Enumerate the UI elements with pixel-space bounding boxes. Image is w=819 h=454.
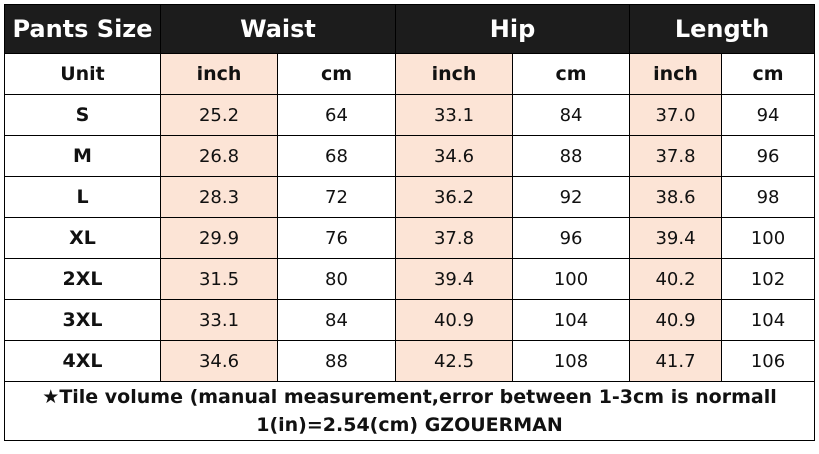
size-label: M xyxy=(4,135,161,177)
header-cell: Pants Size xyxy=(4,4,161,54)
size-label: 2XL xyxy=(4,258,161,300)
measure-cell: 84 xyxy=(512,94,631,136)
size-row: S 25.2 64 33.1 84 37.0 94 xyxy=(4,94,816,136)
measure-cell: 40.9 xyxy=(629,299,723,341)
unit-cell: inch xyxy=(395,53,514,95)
unit-row: Unit inch cm inch cm inch cm xyxy=(4,53,816,95)
header-row: Pants Size Waist Hip Length xyxy=(4,4,816,54)
measure-cell: 25.2 xyxy=(160,94,278,136)
measure-cell: 37.0 xyxy=(629,94,723,136)
measure-cell: 76 xyxy=(276,217,397,259)
measure-cell: 106 xyxy=(721,340,816,382)
size-table: Pants Size Waist Hip Length Unit inch cm inch cm… xyxy=(3,4,816,441)
measure-cell: 96 xyxy=(721,135,816,177)
header-cell: Waist xyxy=(159,4,397,54)
size-label: 4XL xyxy=(4,340,161,382)
measure-cell: 34.6 xyxy=(395,135,514,177)
measure-cell: 34.6 xyxy=(160,340,278,382)
measure-cell: 96 xyxy=(512,217,631,259)
header-cell: Length xyxy=(629,4,816,54)
size-label: 3XL xyxy=(4,299,161,341)
footer-row: ★Tile volume (manual measurement,error b… xyxy=(3,381,816,441)
measure-cell: 108 xyxy=(512,340,631,382)
measure-cell: 100 xyxy=(721,217,816,259)
measure-cell: 40.2 xyxy=(629,258,723,300)
size-row: 3XL 33.1 84 40.9 104 40.9 104 xyxy=(4,299,816,341)
measure-cell: 64 xyxy=(276,94,397,136)
measure-cell: 26.8 xyxy=(160,135,278,177)
measure-cell: 39.4 xyxy=(629,217,723,259)
measure-cell: 88 xyxy=(512,135,631,177)
size-label: L xyxy=(4,176,161,218)
footer-cell: ★Tile volume (manual measurement,error b… xyxy=(3,381,816,441)
measure-cell: 88 xyxy=(276,340,397,382)
unit-cell: inch xyxy=(629,53,723,95)
measure-cell: 33.1 xyxy=(395,94,514,136)
size-row: L 28.3 72 36.2 92 38.6 98 xyxy=(4,176,816,218)
size-row: XL 29.9 76 37.8 96 39.4 100 xyxy=(4,217,816,259)
measure-cell: 31.5 xyxy=(160,258,278,300)
measure-cell: 68 xyxy=(276,135,397,177)
table-body: Pants Size Waist Hip Length Unit inch cm inch cm… xyxy=(3,4,816,441)
measure-cell: 104 xyxy=(721,299,816,341)
unit-cell: Unit xyxy=(4,53,161,95)
measure-cell: 98 xyxy=(721,176,816,218)
measure-cell: 39.4 xyxy=(395,258,514,300)
unit-cell: cm xyxy=(276,53,397,95)
measure-cell: 41.7 xyxy=(629,340,723,382)
measure-cell: 94 xyxy=(721,94,816,136)
unit-cell: cm xyxy=(721,53,816,95)
footer-line: 1(in)=2.54(cm) GZOUERMAN xyxy=(256,414,563,436)
measure-cell: 92 xyxy=(512,176,631,218)
size-row: 4XL 34.6 88 42.5 108 41.7 106 xyxy=(4,340,816,382)
measure-cell: 36.2 xyxy=(395,176,514,218)
measure-cell: 33.1 xyxy=(160,299,278,341)
measure-cell: 28.3 xyxy=(160,176,278,218)
measure-cell: 100 xyxy=(512,258,631,300)
measure-cell: 104 xyxy=(512,299,631,341)
measure-cell: 38.6 xyxy=(629,176,723,218)
measure-cell: 102 xyxy=(721,258,816,300)
size-label: XL xyxy=(4,217,161,259)
measure-cell: 40.9 xyxy=(395,299,514,341)
measure-cell: 37.8 xyxy=(629,135,723,177)
size-row: 2XL 31.5 80 39.4 100 40.2 102 xyxy=(4,258,816,300)
measure-cell: 37.8 xyxy=(395,217,514,259)
measure-cell: 29.9 xyxy=(160,217,278,259)
header-cell: Hip xyxy=(395,4,631,54)
unit-cell: cm xyxy=(512,53,631,95)
measure-cell: 80 xyxy=(276,258,397,300)
size-row: M 26.8 68 34.6 88 37.8 96 xyxy=(4,135,816,177)
size-label: S xyxy=(4,94,161,136)
measure-cell: 42.5 xyxy=(395,340,514,382)
footer-line: ★Tile volume (manual measurement,error b… xyxy=(42,386,777,408)
measure-cell: 84 xyxy=(276,299,397,341)
measure-cell: 72 xyxy=(276,176,397,218)
unit-cell: inch xyxy=(160,53,278,95)
